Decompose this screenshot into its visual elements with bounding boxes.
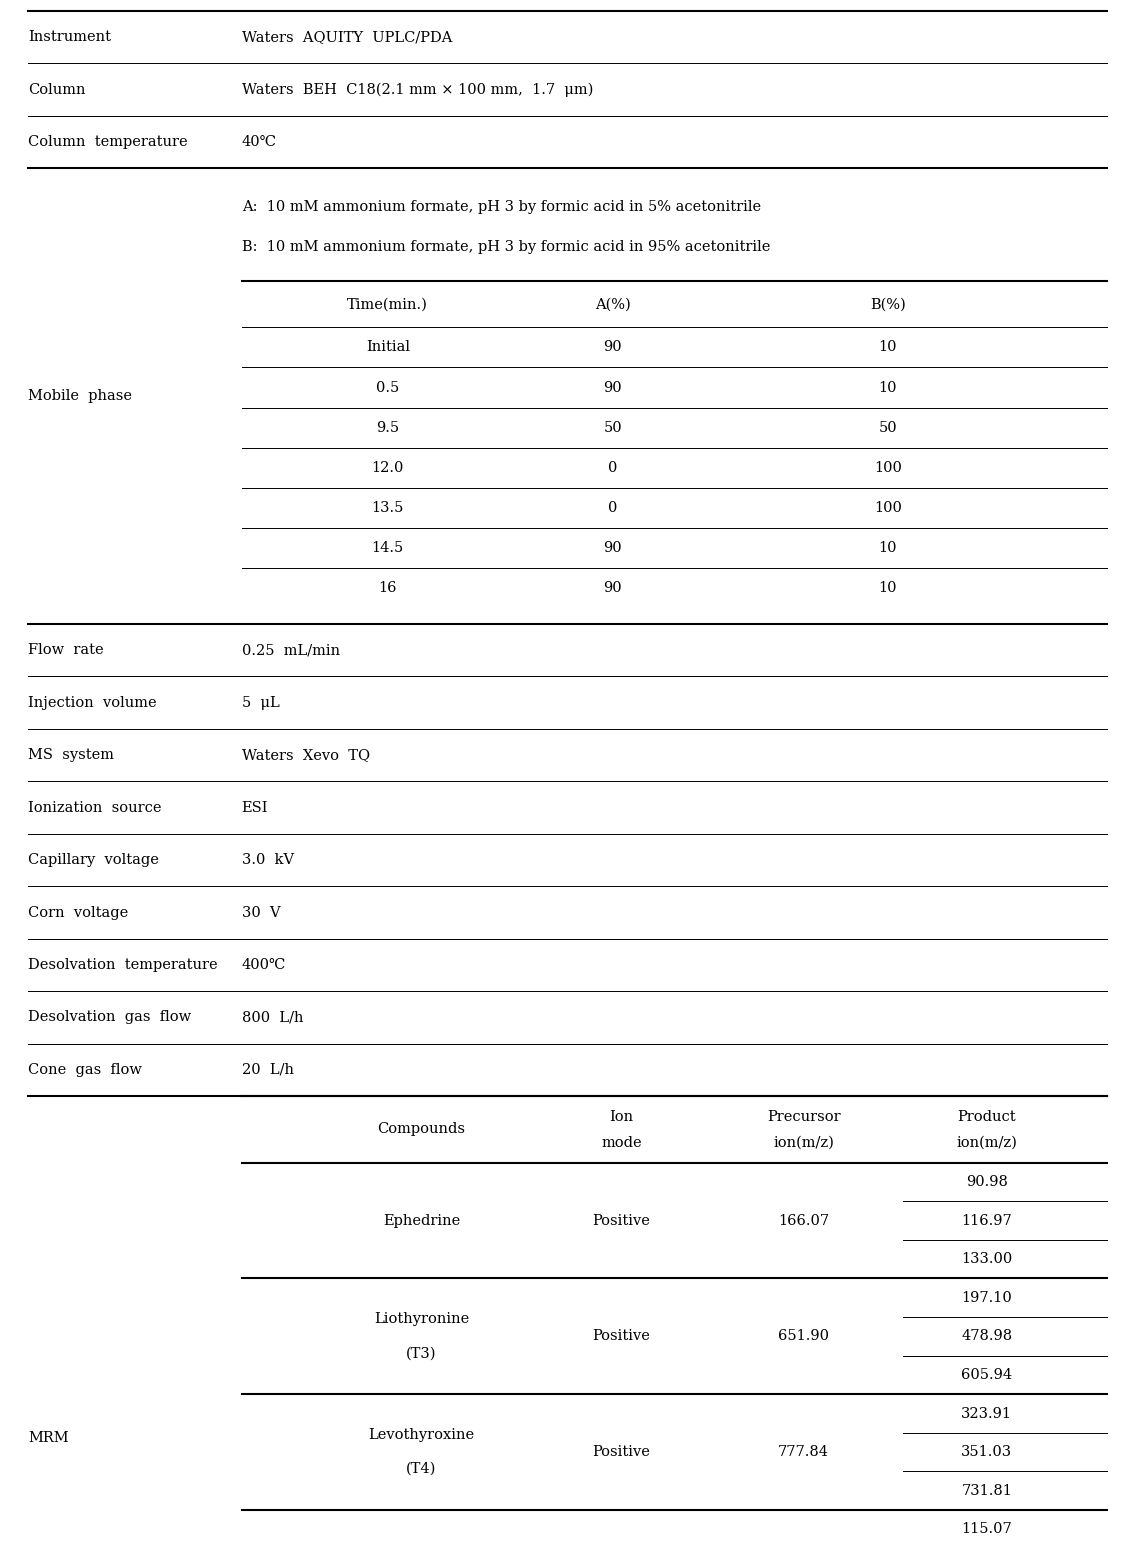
Text: Mobile  phase: Mobile phase [28, 389, 133, 403]
Text: Cone  gas  flow: Cone gas flow [28, 1062, 142, 1078]
Text: 116.97: 116.97 [961, 1214, 1013, 1227]
Text: 10: 10 [879, 581, 897, 596]
Text: 0: 0 [608, 500, 617, 516]
Text: Column: Column [28, 82, 85, 97]
Text: MRM: MRM [28, 1431, 69, 1445]
Text: Levothyroxine: Levothyroxine [369, 1428, 474, 1442]
Text: 90: 90 [604, 380, 622, 395]
Text: 90.98: 90.98 [966, 1175, 1008, 1189]
Text: (T3): (T3) [406, 1346, 437, 1360]
Text: Waters  Xevo  TQ: Waters Xevo TQ [242, 747, 370, 763]
Text: 100: 100 [874, 500, 901, 516]
Text: 133.00: 133.00 [961, 1252, 1013, 1266]
Text: A:  10 mM ammonium formate, pH 3 by formic acid in 5% acetonitrile: A: 10 mM ammonium formate, pH 3 by formi… [242, 199, 761, 215]
Text: 100: 100 [874, 460, 901, 476]
Text: 9.5: 9.5 [377, 420, 399, 435]
Text: Initial: Initial [365, 340, 410, 355]
Text: Flow  rate: Flow rate [28, 642, 103, 658]
Text: 90: 90 [604, 340, 622, 355]
Text: Waters  AQUITY  UPLC/PDA: Waters AQUITY UPLC/PDA [242, 29, 452, 45]
Text: 50: 50 [879, 420, 897, 435]
Text: Product: Product [958, 1110, 1016, 1124]
Text: Column  temperature: Column temperature [28, 134, 188, 150]
Text: 731.81: 731.81 [961, 1484, 1013, 1498]
Text: Ionization  source: Ionization source [28, 800, 162, 815]
Text: 10: 10 [879, 340, 897, 355]
Text: 605.94: 605.94 [961, 1368, 1013, 1382]
Text: ion(m/z): ion(m/z) [773, 1136, 834, 1150]
Text: 30  V: 30 V [242, 905, 280, 920]
Text: 651.90: 651.90 [778, 1329, 830, 1343]
Text: Corn  voltage: Corn voltage [28, 905, 128, 920]
Text: Desolvation  gas  flow: Desolvation gas flow [28, 1010, 191, 1025]
Text: Liothyronine: Liothyronine [374, 1312, 469, 1326]
Text: 0.25  mL/min: 0.25 mL/min [242, 642, 339, 658]
Text: Waters  BEH  C18(2.1 mm × 100 mm,  1.7  μm): Waters BEH C18(2.1 mm × 100 mm, 1.7 μm) [242, 82, 593, 97]
Text: Precursor: Precursor [767, 1110, 841, 1124]
Text: 5  μL: 5 μL [242, 695, 280, 710]
Text: 10: 10 [879, 540, 897, 556]
Text: 90: 90 [604, 540, 622, 556]
Text: 323.91: 323.91 [961, 1407, 1013, 1420]
Text: 400℃: 400℃ [242, 957, 285, 973]
Text: 478.98: 478.98 [961, 1329, 1013, 1343]
Text: Ion: Ion [609, 1110, 634, 1124]
Text: Time(min.): Time(min.) [347, 296, 428, 312]
Text: 12.0: 12.0 [372, 460, 404, 476]
Text: B(%): B(%) [870, 296, 906, 312]
Text: 0: 0 [608, 460, 617, 476]
Text: 197.10: 197.10 [961, 1291, 1013, 1305]
Text: 777.84: 777.84 [778, 1445, 830, 1459]
Text: Ephedrine: Ephedrine [383, 1214, 460, 1227]
Text: 115.07: 115.07 [961, 1522, 1013, 1536]
Text: Compounds: Compounds [378, 1122, 465, 1136]
Text: Injection  volume: Injection volume [28, 695, 156, 710]
Text: Capillary  voltage: Capillary voltage [28, 852, 158, 868]
Text: A(%): A(%) [595, 296, 631, 312]
Text: 3.0  kV: 3.0 kV [242, 852, 293, 868]
Text: 50: 50 [604, 420, 622, 435]
Text: 13.5: 13.5 [372, 500, 404, 516]
Text: ESI: ESI [242, 800, 269, 815]
Text: (T4): (T4) [406, 1462, 437, 1476]
Text: 90: 90 [604, 581, 622, 596]
Text: 166.07: 166.07 [778, 1214, 830, 1227]
Text: Instrument: Instrument [28, 29, 111, 45]
Text: Positive: Positive [592, 1214, 651, 1227]
Text: Desolvation  temperature: Desolvation temperature [28, 957, 218, 973]
Text: B:  10 mM ammonium formate, pH 3 by formic acid in 95% acetonitrile: B: 10 mM ammonium formate, pH 3 by formi… [242, 239, 770, 255]
Text: ion(m/z): ion(m/z) [957, 1136, 1017, 1150]
Text: 0.5: 0.5 [377, 380, 399, 395]
Text: 351.03: 351.03 [961, 1445, 1013, 1459]
Text: 10: 10 [879, 380, 897, 395]
Text: Positive: Positive [592, 1445, 651, 1459]
Text: 20  L/h: 20 L/h [242, 1062, 293, 1078]
Text: 40℃: 40℃ [242, 134, 277, 150]
Text: 14.5: 14.5 [372, 540, 404, 556]
Text: MS  system: MS system [28, 747, 115, 763]
Text: Positive: Positive [592, 1329, 651, 1343]
Text: mode: mode [601, 1136, 642, 1150]
Text: 16: 16 [379, 581, 397, 596]
Text: 800  L/h: 800 L/h [242, 1010, 303, 1025]
